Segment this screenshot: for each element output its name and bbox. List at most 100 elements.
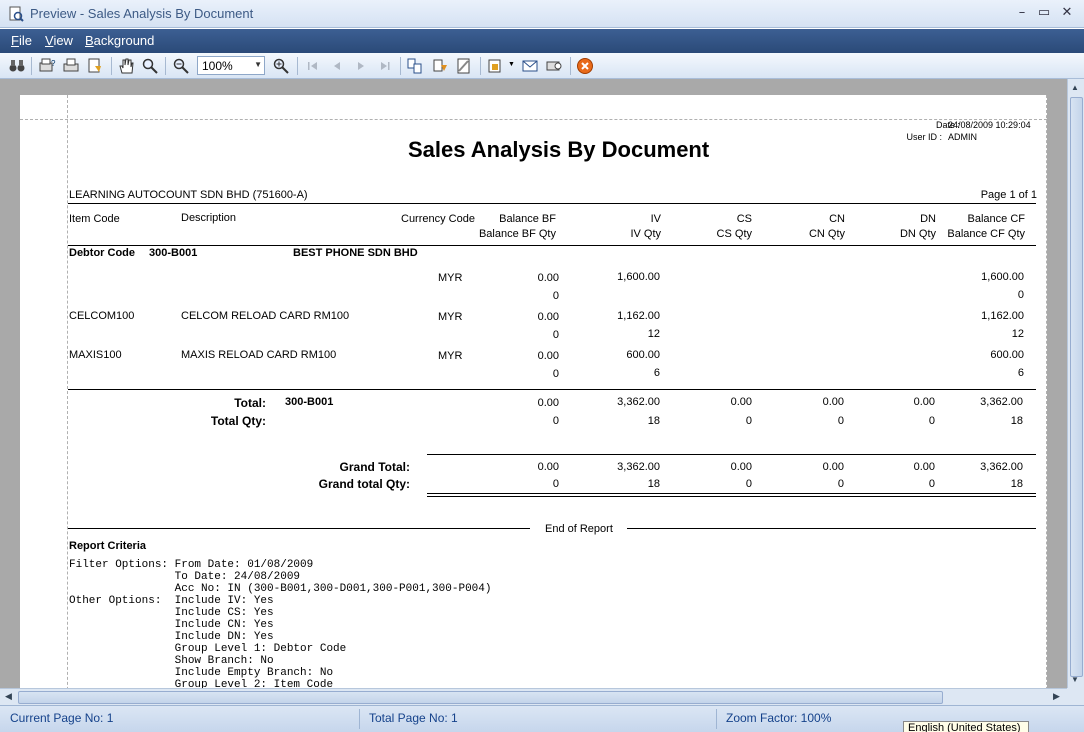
total-debtor-code: 300-B001 — [285, 396, 334, 408]
current-page-status: Current Page No: 1 — [10, 711, 114, 725]
total-balance-bf-qty: 0 — [552, 415, 559, 427]
total-dn-qty: 0 — [928, 415, 935, 427]
row-balance-bf: 0.00 — [537, 350, 559, 362]
watermark-icon[interactable] — [455, 57, 473, 75]
vertical-scrollbar[interactable]: ▲ ▼ — [1067, 79, 1084, 688]
report-page: Date : 24/08/2009 10:29:04 User ID : ADM… — [20, 95, 1047, 688]
previous-page-icon[interactable] — [328, 57, 346, 75]
minimize-button[interactable]: – — [1018, 5, 1026, 20]
grand-iv: 3,362.00 — [617, 461, 660, 473]
print-icon[interactable] — [62, 57, 80, 75]
scroll-up-icon[interactable]: ▲ — [1071, 83, 1079, 92]
grand-cn: 0.00 — [822, 461, 844, 473]
close-preview-icon[interactable] — [576, 57, 594, 75]
row-balance-cf-qty: 6 — [1017, 367, 1024, 379]
page-info: Page 1 of 1 — [980, 189, 1037, 201]
export-icon[interactable] — [486, 57, 504, 75]
total-cs-qty: 0 — [745, 415, 752, 427]
row-currency: MYR — [438, 311, 463, 323]
row-balance-bf-qty: 0 — [552, 368, 559, 380]
header-balance-bf: Balance BF — [499, 213, 556, 225]
total-cs: 0.00 — [730, 396, 752, 408]
toolbar: ? 100% ▼ ▼ — [0, 53, 1084, 79]
header-cs-qty: CS Qty — [716, 228, 752, 240]
grand-cn-qty: 0 — [837, 478, 844, 490]
report-title: Sales Analysis By Document — [408, 137, 710, 162]
language-indicator[interactable]: English (United States) — [903, 721, 1029, 732]
window-title: Preview - Sales Analysis By Document — [30, 6, 254, 21]
row-balance-cf-qty: 12 — [1011, 328, 1024, 340]
status-bar: Current Page No: 1 Total Page No: 1 Zoom… — [0, 705, 1084, 732]
send-icon[interactable] — [545, 57, 563, 75]
grand-total-qty-label: Grand total Qty: — [318, 477, 410, 491]
scroll-right-icon[interactable]: ▶ — [1053, 691, 1060, 701]
maximize-button[interactable]: ▭ — [1037, 5, 1051, 20]
grand-balance-cf: 3,362.00 — [980, 461, 1023, 473]
export-dropdown-icon[interactable]: ▼ — [508, 61, 515, 68]
zoom-out-icon[interactable] — [172, 57, 190, 75]
header-description: Description — [181, 212, 237, 224]
scroll-down-icon[interactable]: ▼ — [1071, 675, 1079, 684]
title-bar: Preview - Sales Analysis By Document – ▭… — [0, 0, 1084, 28]
next-page-icon[interactable] — [352, 57, 370, 75]
vertical-scroll-thumb[interactable] — [1070, 97, 1083, 677]
criteria-line: Acc No: IN (300-B001,300-D001,300-P001,3… — [69, 583, 492, 595]
grand-balance-cf-qty: 18 — [1010, 478, 1023, 490]
print-setup-icon[interactable]: ? — [38, 57, 56, 75]
total-cn: 0.00 — [822, 396, 844, 408]
menu-background[interactable]: Background — [85, 33, 155, 48]
grand-balance-bf: 0.00 — [537, 461, 559, 473]
magnifier-icon[interactable] — [141, 57, 159, 75]
user-id-value: ADMIN — [948, 132, 977, 142]
email-icon[interactable] — [521, 57, 539, 75]
zoom-value: 100% — [202, 59, 233, 73]
scroll-left-icon[interactable]: ◀ — [5, 691, 12, 701]
page-setup-icon[interactable] — [86, 57, 104, 75]
row-balance-bf: 0.00 — [537, 272, 559, 284]
hand-tool-icon[interactable] — [117, 57, 135, 75]
total-label: Total: — [234, 396, 266, 410]
total-page-status: Total Page No: 1 — [369, 711, 458, 725]
header-cn-qty: CN Qty — [808, 228, 845, 240]
first-page-icon[interactable] — [304, 57, 322, 75]
total-qty-label: Total Qty: — [210, 414, 266, 428]
report-criteria-title: Report Criteria — [69, 540, 147, 552]
grand-dn-qty: 0 — [928, 478, 935, 490]
end-of-report: End of Report — [545, 523, 613, 535]
row-description: MAXIS RELOAD CARD RM100 — [181, 349, 337, 361]
last-page-icon[interactable] — [376, 57, 394, 75]
criteria-line: Group Level 1: Debtor Code — [69, 643, 347, 655]
zoom-in-icon[interactable] — [272, 57, 290, 75]
criteria-line: To Date: 24/08/2009 — [69, 571, 301, 583]
row-balance-cf: 600.00 — [990, 349, 1024, 361]
criteria-line: Show Branch: No — [69, 655, 274, 667]
header-dn: DN — [920, 213, 936, 225]
multiple-pages-icon[interactable] — [406, 57, 424, 75]
grand-cs-qty: 0 — [745, 478, 752, 490]
menu-file[interactable]: File — [11, 33, 32, 48]
zoom-combo[interactable]: 100% ▼ — [197, 56, 265, 75]
row-currency: MYR — [438, 272, 463, 284]
color-icon[interactable] — [431, 57, 449, 75]
find-icon[interactable] — [8, 57, 26, 75]
menu-view[interactable]: View — [45, 33, 73, 48]
row-balance-bf: 0.00 — [537, 311, 559, 323]
preview-area[interactable]: Date : 24/08/2009 10:29:04 User ID : ADM… — [0, 79, 1067, 688]
header-cn: CN — [829, 213, 845, 225]
date-label: Date : — [935, 120, 960, 130]
header-iv-qty: IV Qty — [630, 228, 661, 240]
criteria-line: Group Level 2: Item Code — [69, 679, 334, 688]
header-item-code: Item Code — [69, 213, 120, 225]
close-window-button[interactable]: ✕ — [1061, 5, 1073, 20]
horizontal-scroll-thumb[interactable] — [18, 691, 943, 704]
criteria-line: Include Empty Branch: No — [69, 667, 334, 679]
zoom-factor-status: Zoom Factor: 100% — [726, 711, 832, 725]
debtor-code-label: Debtor Code — [69, 247, 135, 259]
horizontal-scrollbar[interactable]: ◀ ▶ — [0, 688, 1067, 705]
header-currency-code: Currency Code — [401, 213, 475, 225]
debtor-code: 300-B001 — [149, 247, 198, 259]
grand-dn: 0.00 — [913, 461, 935, 473]
debtor-name: BEST PHONE SDN BHD — [293, 247, 418, 259]
header-balance-cf-qty: Balance CF Qty — [947, 228, 1025, 240]
row-item-code: CELCOM100 — [69, 310, 135, 322]
